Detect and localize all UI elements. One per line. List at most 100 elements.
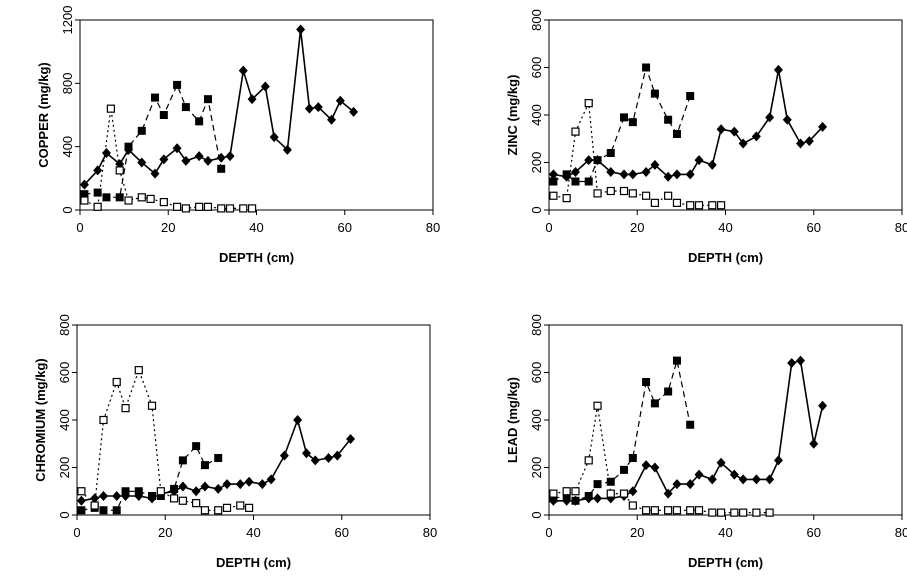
- copper-dotted-series-point: [239, 204, 248, 213]
- chromium-y-tick-label: 0: [57, 511, 72, 518]
- copper-dashed-series-point: [93, 188, 102, 197]
- chromium-solid-series-point: [244, 476, 254, 487]
- lead-dashed-series-point: [549, 494, 558, 503]
- chromium-solid-series-point: [112, 491, 122, 501]
- chromium-x-tick-label: 40: [246, 525, 260, 540]
- chromium-solid-series-point: [310, 455, 320, 466]
- chromium-solid-series-point: [76, 495, 86, 506]
- lead-solid-series-point: [818, 400, 828, 411]
- lead-solid-series-point: [773, 455, 783, 466]
- lead-dashed-series-point: [562, 492, 571, 500]
- lead-x-tick-label: 20: [630, 525, 644, 540]
- copper-solid-series-point: [296, 24, 306, 35]
- copper-x-tick-label: 20: [161, 220, 175, 235]
- zinc-dotted-series-point: [628, 189, 637, 198]
- copper-dashed-series-point: [159, 111, 168, 119]
- lead-solid-series-point: [707, 474, 717, 485]
- copper-dotted-series-point: [217, 204, 226, 213]
- zinc-dotted-series-point: [584, 99, 593, 108]
- lead-dotted-series-point: [606, 489, 615, 498]
- lead-dashed-series-point: [664, 387, 673, 396]
- zinc-solid-series-point: [707, 159, 717, 170]
- chromium-dashed-series-point: [178, 456, 187, 465]
- chromium-dotted-series-point: [236, 501, 245, 510]
- zinc-solid-series-point: [641, 167, 651, 177]
- zinc-y-tick-label: 400: [529, 104, 544, 126]
- copper-y-tick-label: 800: [60, 72, 75, 94]
- chromium-x-tick-label: 20: [158, 525, 172, 540]
- chromium-dotted-series-point: [90, 501, 99, 510]
- copper-dotted-series-point: [80, 196, 89, 205]
- zinc-solid-series-point: [606, 167, 616, 177]
- lead-solid-series-point: [796, 355, 806, 366]
- zinc-solid-series-point: [796, 138, 806, 149]
- copper-dotted-series-point: [159, 197, 168, 207]
- zinc-dotted-series-point: [571, 127, 580, 136]
- copper-solid-series-point: [216, 152, 226, 163]
- lead-solid-series-point: [650, 462, 660, 473]
- copper-solid-series-point: [313, 102, 323, 113]
- chromium-solid-series-point: [266, 474, 276, 485]
- chromium-solid-series-point: [235, 479, 245, 490]
- lead-dotted-series-point: [672, 506, 682, 515]
- zinc-dashed-series-point: [650, 89, 659, 98]
- chromium-dotted-series-point: [99, 415, 108, 425]
- copper-solid-series-point: [304, 103, 314, 114]
- copper-dotted-series-point: [225, 204, 235, 213]
- copper-dotted-series-point: [115, 166, 124, 175]
- zinc-dashed-series-point: [664, 115, 673, 124]
- chromium-dashed-series-point: [77, 506, 86, 515]
- lead-solid-series-point: [729, 469, 739, 480]
- copper-dotted-series-point: [137, 193, 146, 202]
- zinc-x-tick-label: 80: [895, 220, 907, 235]
- lead-dotted-series-point: [650, 506, 660, 515]
- chromium-plot-frame: [76, 324, 431, 516]
- zinc-solid-series-point: [818, 121, 828, 132]
- chromium-solid-series-point: [257, 479, 267, 490]
- copper-dashed-series-point: [137, 126, 146, 135]
- copper-x-tick-label: 60: [338, 220, 352, 235]
- chromium-dotted-series-point: [214, 506, 223, 515]
- lead-dotted-series-point: [619, 489, 629, 498]
- copper-dotted-series-point: [146, 194, 155, 204]
- lead-x-tick-label: 40: [718, 525, 732, 540]
- zinc-solid-series-point: [716, 124, 726, 135]
- copper-x-axis-label: DEPTH (cm): [219, 250, 294, 265]
- zinc-dashed-series-point: [686, 92, 695, 100]
- chromium-dotted-series-point: [169, 494, 179, 503]
- lead-dashed-series-point: [628, 454, 637, 462]
- chromium-solid-series-point: [346, 434, 356, 444]
- zinc-dotted-series-point: [664, 191, 673, 200]
- chromium-dotted-series-point: [178, 496, 187, 505]
- lead-dotted-series-point: [593, 401, 602, 410]
- copper-dashed-series-point: [124, 142, 133, 151]
- zinc-chart: DEPTH (cm) ZINC (mg/kg) 0 20 40 60 800200400…: [505, 9, 907, 265]
- lead-solid-series-point: [593, 493, 603, 504]
- lead-dotted-series-point: [694, 506, 704, 515]
- chromium-solid-series-point: [324, 453, 334, 463]
- zinc-dashed-series-point: [571, 177, 580, 186]
- chromium-y-tick-label: 400: [57, 409, 72, 431]
- zinc-dotted-series-point: [650, 198, 660, 207]
- chromium-solid-series-point: [279, 450, 289, 461]
- chromium-solid-series-point: [222, 479, 232, 490]
- copper-dashed-series-point: [102, 193, 111, 202]
- zinc-dashed-series-point: [642, 63, 651, 72]
- zinc-solid-series-point: [685, 169, 695, 180]
- lead-dotted-series-point: [708, 508, 717, 517]
- chromium-solid-series-point: [200, 481, 210, 492]
- zinc-dotted-series-point: [593, 189, 602, 198]
- chromium-solid-series-point: [301, 448, 311, 459]
- chromium-dotted-series-line: [80, 368, 250, 511]
- chromium-x-axis-label: DEPTH (cm): [216, 555, 291, 570]
- zinc-x-tick-label: 20: [630, 220, 644, 235]
- copper-dashed-series-point: [217, 164, 226, 173]
- lead-x-tick-label: 80: [895, 525, 907, 540]
- chromium-dotted-series-point: [77, 487, 86, 496]
- lead-dotted-series-point: [730, 508, 739, 517]
- copper-dotted-series-point: [93, 202, 102, 211]
- zinc-solid-series-point: [738, 138, 748, 149]
- chromium-y-axis-label: CHROMIUM (mg/kg): [33, 358, 48, 482]
- zinc-dotted-series-point: [606, 186, 615, 196]
- lead-dashed-series-point: [584, 492, 593, 500]
